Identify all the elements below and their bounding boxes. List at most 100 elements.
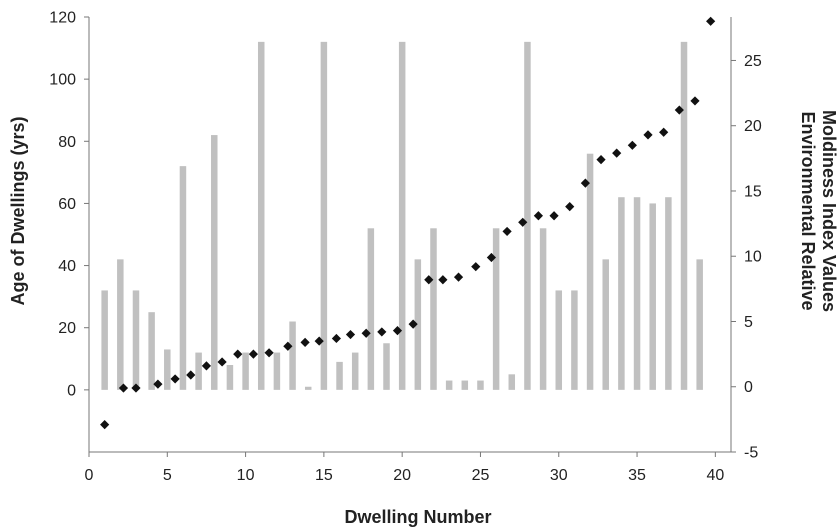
bar	[398, 41, 406, 390]
bar	[257, 41, 265, 390]
bar	[665, 197, 672, 390]
data-point	[392, 326, 403, 336]
data-point	[248, 349, 259, 359]
data-point	[438, 275, 448, 285]
bar	[148, 312, 155, 390]
bar	[226, 365, 234, 390]
bar	[320, 41, 328, 390]
y2-tick-label: -5	[744, 445, 758, 462]
y2-tick-label: 5	[744, 314, 753, 331]
data-point	[486, 252, 497, 263]
data-point	[659, 127, 669, 137]
data-point	[170, 374, 180, 384]
x-tick-label: 5	[163, 467, 172, 484]
data-point	[502, 226, 512, 237]
bar	[383, 343, 390, 390]
y-tick-label: 60	[58, 196, 76, 213]
bar	[179, 166, 187, 390]
data-point	[612, 148, 622, 158]
labels-layer: 0 20 40 60 80 100 120 -5 0 5 10 15 20 25 0 5 10 15 20 25 30 3…	[8, 10, 838, 528]
x-tick-label: 25	[472, 467, 490, 484]
bar	[696, 259, 703, 390]
data-point	[131, 383, 141, 393]
bar	[289, 321, 296, 390]
data-point	[100, 419, 110, 430]
bar	[101, 290, 108, 390]
bar	[680, 41, 688, 390]
bar	[336, 361, 343, 390]
data-point	[408, 319, 418, 329]
bar	[571, 290, 578, 390]
data-point	[314, 336, 324, 346]
markers-layer	[100, 16, 716, 430]
data-point	[153, 379, 163, 389]
y-tick-label: 0	[67, 382, 76, 399]
data-point	[264, 348, 274, 358]
bar	[477, 380, 484, 390]
bar	[430, 228, 437, 390]
y2-axis-title-line: Environmental Relative	[798, 111, 818, 310]
bar	[351, 352, 359, 390]
bar	[555, 290, 563, 390]
data-point	[453, 272, 464, 282]
y-tick-label: 100	[49, 72, 76, 89]
bar	[367, 228, 375, 390]
bar	[649, 203, 656, 390]
data-point	[233, 349, 243, 359]
data-point	[118, 383, 129, 393]
data-point	[706, 16, 716, 26]
data-point	[377, 327, 387, 337]
x-tick-label: 20	[393, 467, 411, 484]
bar	[539, 228, 547, 390]
x-axis-title: Dwelling Number	[344, 507, 491, 527]
bar	[117, 259, 124, 390]
bar	[242, 352, 249, 390]
bar	[273, 352, 281, 390]
y2-tick-label: 10	[744, 249, 762, 266]
data-point	[643, 130, 653, 140]
x-tick-label: 40	[706, 467, 724, 484]
y2-tick-label: 15	[744, 183, 762, 200]
x-tick-label: 15	[315, 467, 333, 484]
y2-tick-label: 25	[744, 53, 762, 70]
data-point	[533, 211, 543, 221]
data-point	[300, 337, 310, 347]
y-tick-label: 40	[58, 258, 76, 275]
data-point	[627, 140, 637, 150]
bar	[414, 259, 422, 390]
bar	[508, 374, 516, 390]
bar	[492, 228, 500, 390]
x-tick-label: 30	[550, 467, 568, 484]
y-tick-label: 20	[58, 320, 76, 337]
data-point	[186, 370, 196, 380]
data-point	[580, 178, 590, 188]
bar	[461, 380, 469, 390]
bar	[164, 349, 171, 390]
data-point	[424, 275, 434, 285]
bar	[586, 153, 594, 390]
data-point	[283, 341, 293, 351]
axes-layer	[84, 16, 736, 457]
y-axis-title: Age of Dwellings (yrs)	[8, 116, 28, 305]
bar	[602, 259, 609, 390]
x-tick-label: 35	[628, 467, 646, 484]
bar	[445, 380, 453, 390]
bar	[524, 41, 531, 390]
x-tick-label: 10	[237, 467, 255, 484]
data-point	[361, 328, 371, 338]
data-point	[596, 155, 606, 165]
x-tick-label: 0	[85, 467, 94, 484]
y2-tick-label: 20	[744, 118, 762, 135]
data-point	[690, 96, 700, 106]
data-point	[518, 217, 528, 227]
bar	[211, 135, 218, 390]
data-point	[201, 361, 212, 371]
bar	[132, 290, 140, 390]
data-point	[565, 202, 575, 212]
bar	[304, 386, 312, 390]
y-tick-label: 80	[58, 134, 76, 151]
data-point	[549, 211, 559, 221]
data-point	[345, 329, 356, 340]
y-tick-label: 120	[49, 10, 76, 27]
